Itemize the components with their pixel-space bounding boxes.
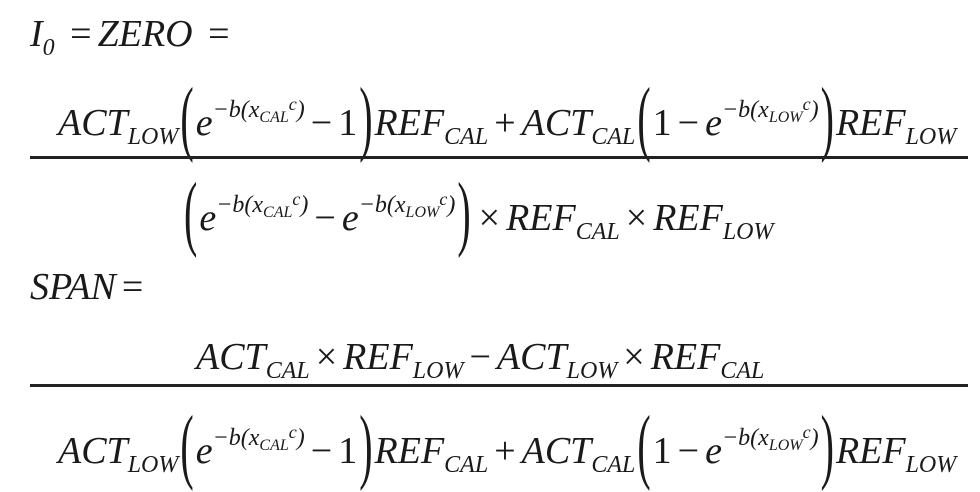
act: ACT (196, 336, 266, 378)
lparen: ( (637, 69, 651, 164)
times: × (625, 197, 648, 239)
exponent: −b(xCALc) (212, 94, 305, 126)
rparen: ) (820, 397, 834, 492)
exponent: −b(xLOWc) (721, 422, 819, 454)
sub-cal: CAL (444, 124, 489, 150)
minus: − (677, 430, 700, 472)
act: ACT (521, 430, 592, 472)
rparen: ) (359, 397, 373, 492)
lparen: ( (184, 164, 198, 259)
ref: REF (835, 102, 906, 144)
times: × (623, 336, 645, 378)
act: ACT (496, 336, 567, 378)
e: e (195, 102, 213, 144)
ref: REF (650, 336, 721, 378)
exponent: −b(xLOWc) (721, 94, 819, 126)
one: 1 (652, 430, 672, 472)
sub-low: LOW (905, 124, 957, 150)
sub-low: LOW (722, 219, 774, 245)
lparen: ( (180, 397, 194, 492)
zero-heading: I0 = ZERO = (30, 15, 236, 60)
minus: − (310, 430, 333, 472)
e: e (341, 197, 359, 239)
rparen: ) (457, 164, 471, 259)
exponent: −b(xCALc) (216, 189, 309, 221)
one: 1 (652, 102, 672, 144)
e: e (705, 102, 722, 144)
lparen: ( (637, 397, 651, 492)
act: ACT (58, 430, 128, 472)
sub-cal: CAL (265, 358, 310, 384)
e: e (195, 430, 213, 472)
e: e (199, 197, 217, 239)
zero-numerator: ACTLOW(e−b(xCALc) −1)REFCAL + ACTCAL(1− e−b(… (58, 75, 957, 159)
sub-cal: CAL (591, 452, 636, 478)
zero-denominator: (e−b(xCALc) − e−b(xLOWc)) × REFCAL × REFLOW (182, 170, 774, 254)
minus: − (677, 102, 700, 144)
act: ACT (521, 102, 592, 144)
times: × (478, 197, 501, 239)
sub-cal: CAL (591, 124, 636, 150)
equals: = (70, 13, 92, 55)
span-word: SPAN (30, 266, 116, 308)
fraction-bar-span (30, 384, 968, 387)
sub-low: LOW (127, 124, 179, 150)
rparen: ) (820, 69, 834, 164)
rparen: ) (359, 69, 373, 164)
i-symbol: I (30, 13, 43, 55)
minus: − (310, 102, 333, 144)
fraction-bar-zero (30, 156, 968, 159)
ref: REF (653, 197, 723, 239)
ref: REF (835, 430, 906, 472)
lparen: ( (180, 69, 194, 164)
ref: REF (343, 336, 413, 378)
sub-cal: CAL (720, 358, 765, 384)
exponent: −b(xCALc) (212, 422, 305, 454)
ref: REF (374, 102, 445, 144)
one: 1 (338, 430, 358, 472)
span-denominator: ACTLOW(e−b(xCALc) −1)REFCAL + ACTCAL(1− e−b(… (58, 403, 957, 487)
plus: + (494, 102, 516, 144)
sub-cal: CAL (575, 219, 620, 245)
act: ACT (58, 102, 128, 144)
span-heading: SPAN = (30, 268, 149, 306)
times: × (315, 336, 338, 378)
span-numerator: ACTCAL × REFLOW − ACTLOW × REFCAL (196, 338, 764, 383)
sub-low: LOW (412, 358, 464, 384)
one: 1 (338, 102, 358, 144)
minus: − (469, 336, 491, 378)
ref: REF (374, 430, 445, 472)
e: e (705, 430, 722, 472)
sub-low: LOW (905, 452, 957, 478)
equals: = (121, 266, 144, 308)
sub-cal: CAL (444, 452, 489, 478)
ref: REF (506, 197, 576, 239)
plus: + (494, 430, 516, 472)
exponent: −b(xLOWc) (358, 189, 456, 221)
equals: = (208, 13, 230, 55)
minus: − (314, 197, 336, 239)
sub-low: LOW (127, 452, 179, 478)
sub-low: LOW (566, 358, 618, 384)
i-subscript: 0 (42, 35, 55, 61)
zero-word: ZERO (97, 13, 193, 55)
